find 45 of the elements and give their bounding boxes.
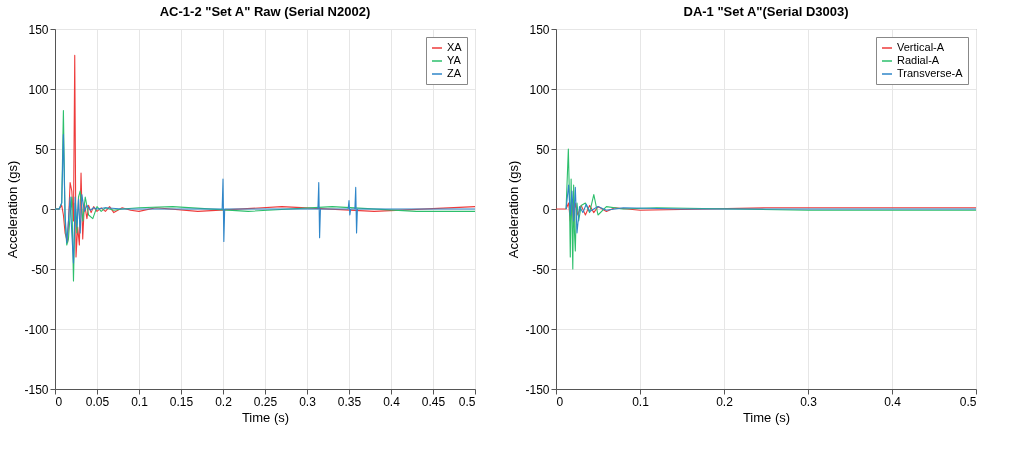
chart-title: DA-1 "Set A"(Serial D3003) — [683, 4, 849, 19]
y-tick-label: 0 — [542, 202, 550, 217]
legend-label: Transverse-A — [897, 67, 964, 79]
line-series — [54, 134, 476, 264]
legend-label: YA — [447, 54, 462, 66]
x-axis-title: Time (s) — [742, 409, 791, 425]
y-tick-label: -150 — [24, 382, 49, 397]
y-tick-label: 150 — [529, 22, 550, 37]
y-tick-label: -50 — [532, 262, 550, 277]
y-tick-label: -100 — [24, 322, 49, 337]
legend-label: Vertical-A — [897, 41, 945, 53]
y-tick-label: 50 — [536, 142, 550, 157]
y-tick-label: 100 — [28, 82, 49, 97]
x-tick-label: 0.2 — [215, 394, 233, 409]
y-axis-title: Acceleration (gs) — [5, 160, 21, 259]
x-tick-label: 0.1 — [131, 394, 149, 409]
x-tick-label: 0.5 — [959, 394, 977, 409]
y-tick-label: 150 — [28, 22, 49, 37]
y-tick-label: -100 — [525, 322, 550, 337]
x-tick-label: 0.2 — [716, 394, 734, 409]
y-tick-label: -50 — [31, 262, 49, 277]
x-tick-label: 0.3 — [800, 394, 818, 409]
x-tick-label: 0.1 — [632, 394, 650, 409]
x-tick-label: 0.15 — [169, 394, 194, 409]
y-tick-label: -150 — [525, 382, 550, 397]
x-tick-label: 0 — [556, 394, 564, 409]
x-tick-label: 0 — [55, 394, 63, 409]
chart-title: AC-1-2 "Set A" Raw (Serial N2002) — [159, 4, 371, 19]
x-axis-title: Time (s) — [241, 409, 290, 425]
x-tick-label: 0.45 — [421, 394, 446, 409]
legend-label: XA — [447, 41, 463, 53]
legend-label: Radial-A — [897, 54, 940, 66]
x-tick-label: 0.35 — [337, 394, 362, 409]
y-tick-label: 0 — [41, 202, 49, 217]
x-tick-label: 0.05 — [85, 394, 110, 409]
y-tick-label: 100 — [529, 82, 550, 97]
y-axis-title: Acceleration (gs) — [506, 160, 522, 259]
legend-label: ZA — [447, 67, 462, 79]
x-tick-label: 0.5 — [458, 394, 476, 409]
x-tick-label: 0.3 — [299, 394, 317, 409]
line-series — [565, 184, 977, 234]
x-tick-label: 0.25 — [253, 394, 278, 409]
x-tick-label: 0.4 — [383, 394, 401, 409]
y-tick-label: 50 — [35, 142, 49, 157]
x-tick-label: 0.4 — [884, 394, 902, 409]
